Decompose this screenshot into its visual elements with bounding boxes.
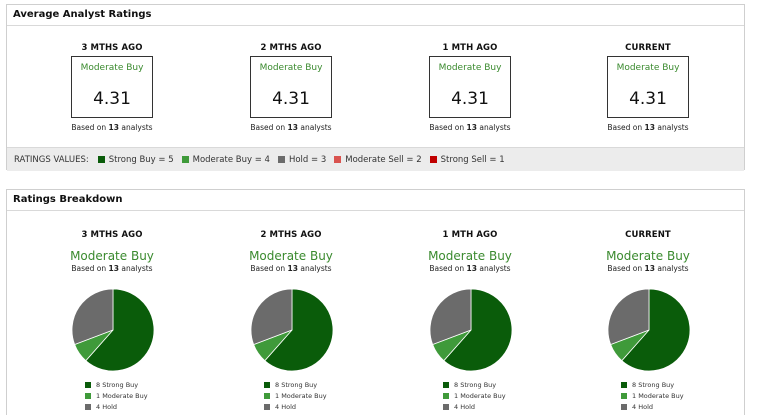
ratings-breakdown-panel: Ratings Breakdown 3 MTHS AGO Moderate Bu…	[6, 189, 745, 415]
legend-item-moderate-buy: Moderate Buy = 4	[181, 155, 270, 165]
based-on-text: Based on 13 analysts	[250, 264, 332, 273]
pie-legend-moderate-buy: 1 Moderate Buy	[443, 390, 506, 401]
pie-legend-moderate-buy: 1 Moderate Buy	[621, 390, 684, 401]
ratings-pie-chart	[607, 288, 691, 372]
rating-box: Moderate Buy 4.31	[250, 56, 332, 118]
pie-legend: 8 Strong Buy 1 Moderate Buy 4 Hold	[621, 379, 684, 412]
rating-value: 4.31	[93, 89, 131, 109]
rating-name: Moderate Buy	[259, 63, 323, 73]
based-on-text: Based on 13 analysts	[250, 123, 332, 132]
rating-name: Moderate Buy	[438, 63, 502, 73]
analyst-count: 13	[287, 264, 298, 273]
analyst-count: 13	[287, 123, 298, 132]
pie-slice-strong-buy	[264, 288, 334, 372]
rating-name: Moderate Buy	[616, 63, 680, 73]
period-label: CURRENT	[625, 43, 671, 53]
rating-box: Moderate Buy 4.31	[71, 56, 153, 118]
pie-legend: 8 Strong Buy 1 Moderate Buy 4 Hold	[264, 379, 327, 412]
legend-item-moderate-sell: Moderate Sell = 2	[334, 155, 422, 165]
pie-legend-strong-buy: 8 Strong Buy	[443, 379, 506, 390]
pie-slice-hold	[250, 288, 293, 346]
pie-slice-strong-buy	[85, 288, 155, 372]
breakdown-period-1-month: 1 MTH AGO Moderate Buy Based on 13 analy…	[395, 230, 545, 411]
rating-name: Moderate Buy	[428, 249, 512, 263]
swatch	[277, 156, 285, 163]
rating-name: Moderate Buy	[70, 249, 154, 263]
pie-legend-hold: 4 Hold	[264, 401, 327, 412]
legend-label: RATINGS VALUES:	[14, 154, 89, 165]
breakdown-period-current: CURRENT Moderate Buy Based on 13 analyst…	[573, 230, 723, 411]
pie-legend-hold: 4 Hold	[621, 401, 684, 412]
breakdown-period-3-months: 3 MTHS AGO Moderate Buy Based on 13 anal…	[37, 230, 187, 411]
pie-legend: 8 Strong Buy 1 Moderate Buy 4 Hold	[443, 379, 506, 412]
average-ratings-panel: Average Analyst Ratings 3 MTHS AGO Moder…	[6, 4, 745, 171]
analyst-count: 13	[108, 123, 119, 132]
period-label: 3 MTHS AGO	[81, 43, 143, 53]
breakdown-period-2-months: 2 MTHS AGO Moderate Buy Based on 13 anal…	[216, 230, 366, 411]
swatch	[429, 156, 437, 163]
legend-item-hold: Hold = 3	[277, 155, 326, 165]
based-on-text: Based on 13 analysts	[429, 123, 511, 132]
analyst-count: 13	[466, 123, 477, 132]
based-on-text: Based on 13 analysts	[71, 123, 153, 132]
ratings-pie-chart	[250, 288, 334, 372]
pie-legend-hold: 4 Hold	[443, 401, 506, 412]
pie-slice-strong-buy	[443, 288, 513, 372]
pie-slice-hold	[429, 288, 472, 346]
rating-name: Moderate Buy	[80, 63, 144, 73]
period-label: CURRENT	[625, 230, 671, 240]
pie-slice-hold	[607, 288, 650, 346]
ratings-values-legend: RATINGS VALUES: Strong Buy = 5 Moderate …	[7, 147, 744, 171]
pie-slice-hold	[71, 288, 114, 346]
swatch	[97, 156, 105, 163]
rating-value: 4.31	[272, 89, 310, 109]
ratings-pie-chart	[429, 288, 513, 372]
rating-box: Moderate Buy 4.31	[607, 56, 689, 118]
rating-box: Moderate Buy 4.31	[429, 56, 511, 118]
rating-name: Moderate Buy	[249, 249, 333, 263]
ratings-pie-chart	[71, 288, 155, 372]
analyst-count: 13	[644, 264, 655, 273]
based-on-text: Based on 13 analysts	[429, 264, 511, 273]
swatch	[334, 156, 342, 163]
analyst-count: 13	[466, 264, 477, 273]
pie-legend-hold: 4 Hold	[85, 401, 148, 412]
rating-value: 4.31	[629, 89, 667, 109]
based-on-text: Based on 13 analysts	[607, 123, 689, 132]
rating-value: 4.31	[451, 89, 489, 109]
avg-period-current: CURRENT Moderate Buy 4.31 Based on 13 an…	[573, 43, 723, 132]
analyst-count: 13	[108, 264, 119, 273]
avg-period-3-months: 3 MTHS AGO Moderate Buy 4.31 Based on 13…	[37, 43, 187, 132]
period-label: 1 MTH AGO	[442, 230, 498, 240]
swatch	[181, 156, 189, 163]
analyst-count: 13	[644, 123, 655, 132]
pie-legend-strong-buy: 8 Strong Buy	[85, 379, 148, 390]
pie-legend-strong-buy: 8 Strong Buy	[621, 379, 684, 390]
period-label: 2 MTHS AGO	[260, 43, 322, 53]
pie-legend-moderate-buy: 1 Moderate Buy	[85, 390, 148, 401]
based-on-text: Based on 13 analysts	[607, 264, 689, 273]
period-label: 1 MTH AGO	[442, 43, 498, 53]
pie-legend: 8 Strong Buy 1 Moderate Buy 4 Hold	[85, 379, 148, 412]
based-on-text: Based on 13 analysts	[71, 264, 153, 273]
period-label: 3 MTHS AGO	[81, 230, 143, 240]
avg-period-2-months: 2 MTHS AGO Moderate Buy 4.31 Based on 13…	[216, 43, 366, 132]
pie-legend-strong-buy: 8 Strong Buy	[264, 379, 327, 390]
pie-slice-strong-buy	[621, 288, 691, 372]
legend-item-strong-buy: Strong Buy = 5	[97, 155, 174, 165]
legend-item-strong-sell: Strong Sell = 1	[429, 155, 505, 165]
ratings-breakdown-title: Ratings Breakdown	[7, 190, 744, 211]
rating-name: Moderate Buy	[606, 249, 690, 263]
avg-period-1-month: 1 MTH AGO Moderate Buy 4.31 Based on 13 …	[395, 43, 545, 132]
average-ratings-title: Average Analyst Ratings	[7, 5, 744, 26]
pie-legend-moderate-buy: 1 Moderate Buy	[264, 390, 327, 401]
period-label: 2 MTHS AGO	[260, 230, 322, 240]
